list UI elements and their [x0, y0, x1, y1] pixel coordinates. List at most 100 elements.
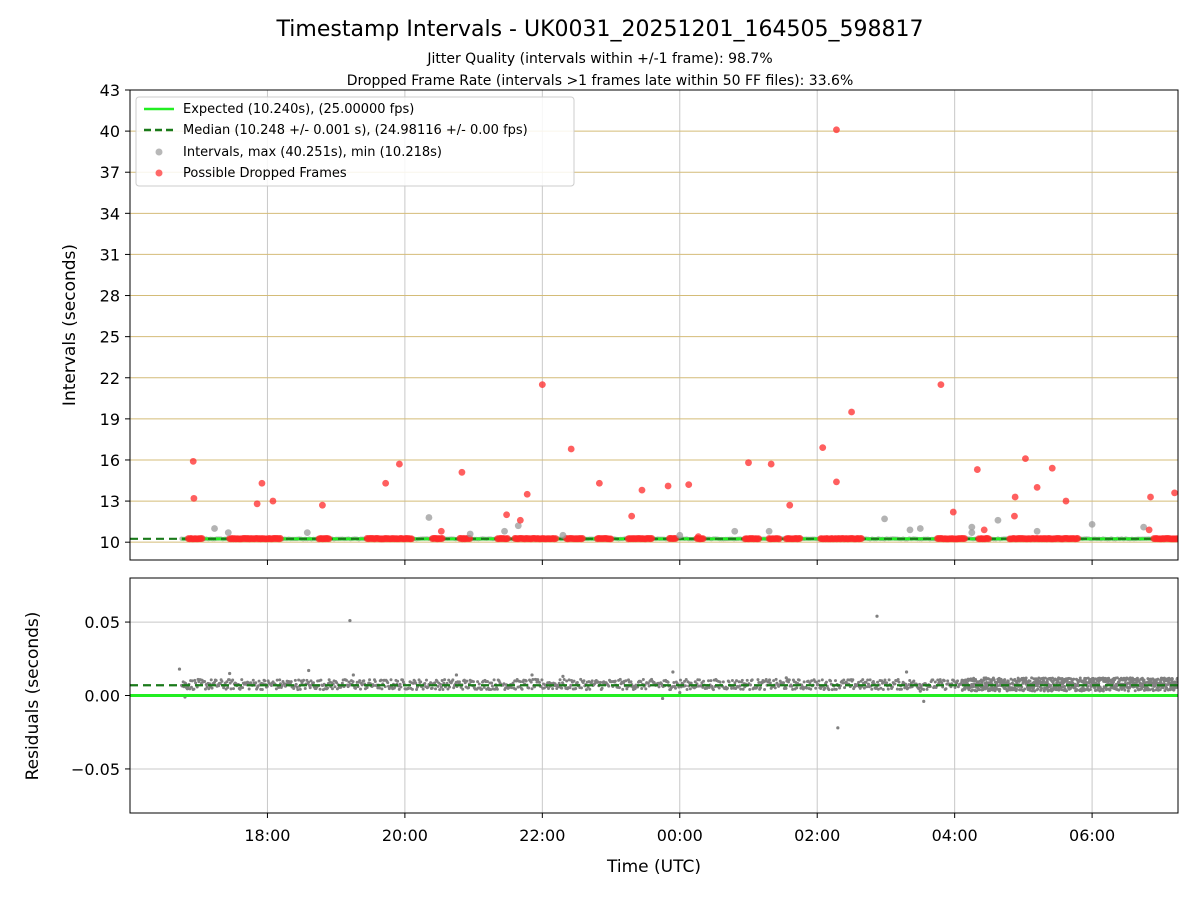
- residual-point: [292, 687, 296, 691]
- residual-point: [482, 685, 486, 689]
- residual-point: [640, 687, 644, 691]
- residual-point: [674, 686, 678, 690]
- legend-dropped-swatch: [155, 169, 163, 177]
- residual-point: [841, 681, 845, 685]
- residual-point: [558, 678, 562, 682]
- residual-point: [956, 679, 960, 683]
- residual-point: [805, 686, 809, 690]
- intervals-ytick-label: 10: [100, 533, 120, 552]
- interval-point: [501, 527, 508, 535]
- residual-point: [389, 678, 393, 682]
- residual-point: [311, 681, 315, 685]
- residual-point: [177, 667, 182, 671]
- interval-point: [1140, 523, 1148, 531]
- residual-point: [542, 686, 546, 690]
- residual-point: [1117, 688, 1121, 692]
- residual-point: [944, 687, 948, 691]
- residual-point: [333, 685, 337, 689]
- residual-point: [307, 668, 311, 673]
- interval-point: [881, 515, 888, 523]
- dropped-frame-point: [190, 494, 198, 502]
- top-ylabel: Intervals (seconds): [60, 244, 80, 406]
- residual-point: [876, 680, 880, 684]
- residual-point: [330, 687, 334, 691]
- residual-point: [372, 684, 376, 688]
- residual-point: [1159, 681, 1163, 685]
- residual-point: [247, 687, 251, 691]
- interval-point: [906, 526, 914, 534]
- x-tick-label: 04:00: [932, 826, 978, 845]
- residual-point: [454, 673, 459, 677]
- residual-point: [734, 686, 738, 690]
- residual-point: [438, 682, 442, 686]
- residual-point: [439, 685, 443, 689]
- residual-point: [963, 687, 967, 691]
- residual-point: [210, 686, 214, 690]
- residual-point: [861, 678, 865, 682]
- residual-point: [683, 684, 687, 688]
- residual-point: [782, 681, 786, 685]
- residual-point: [1040, 686, 1044, 690]
- residual-point: [205, 685, 209, 689]
- residual-point: [451, 678, 455, 682]
- interval-point: [224, 529, 232, 536]
- dropped-frame-point: [395, 460, 403, 468]
- residual-point: [260, 688, 264, 692]
- dropped-frame-point: [1011, 512, 1018, 520]
- residual-point: [893, 682, 897, 686]
- dropped-frame-point: [189, 457, 197, 465]
- residual-point: [462, 678, 466, 682]
- residual-point: [424, 678, 428, 682]
- residual-point: [1126, 689, 1130, 693]
- residual-point: [881, 687, 885, 691]
- dropped-frame-point: [937, 381, 945, 389]
- residual-point: [858, 686, 862, 690]
- dropped-frame-point: [552, 535, 560, 542]
- residual-point: [1051, 676, 1055, 680]
- residual-point: [406, 686, 410, 690]
- residual-point: [718, 680, 722, 684]
- residual-point: [838, 686, 842, 690]
- residual-point: [426, 685, 430, 689]
- residual-point: [644, 687, 648, 691]
- residual-point: [565, 679, 569, 683]
- residual-point: [344, 678, 348, 682]
- residual-point: [907, 683, 911, 687]
- residual-point: [827, 688, 831, 692]
- interval-point: [1088, 520, 1096, 528]
- residual-point: [814, 686, 818, 690]
- residual-point: [254, 681, 258, 685]
- residual-point: [756, 678, 760, 682]
- residual-point: [509, 686, 513, 690]
- residual-point: [671, 670, 675, 674]
- residual-point: [502, 682, 506, 686]
- residual-point: [419, 680, 423, 684]
- residual-point: [908, 678, 912, 682]
- residual-point: [433, 681, 437, 685]
- residual-point: [809, 687, 813, 691]
- residual-point: [865, 685, 869, 689]
- residual-point: [887, 678, 891, 682]
- residual-point: [906, 686, 910, 690]
- residual-point: [823, 686, 827, 690]
- residual-point: [584, 688, 588, 692]
- residual-point: [251, 678, 255, 682]
- residual-point: [717, 686, 721, 690]
- residual-point: [685, 688, 689, 692]
- residual-point: [1128, 682, 1132, 686]
- residual-point: [335, 681, 339, 685]
- dropped-frame-point: [438, 534, 446, 542]
- intervals-ytick-label: 19: [100, 410, 120, 429]
- residuals-panel: 0.05 0.00 −0.05 18:00 20:00 22:00 00:00 02:00 04…: [71, 577, 1179, 845]
- interval-point: [514, 522, 522, 530]
- intervals-axes-frame: [129, 89, 1179, 561]
- residual-point: [815, 680, 819, 684]
- residual-point: [1101, 689, 1105, 693]
- residual-point: [971, 688, 975, 692]
- dropped-frame-point: [1147, 493, 1154, 501]
- residual-point: [511, 681, 515, 685]
- residual-point: [707, 685, 711, 689]
- residual-point: [1154, 688, 1158, 692]
- residual-point: [203, 687, 207, 691]
- residual-point: [784, 676, 788, 680]
